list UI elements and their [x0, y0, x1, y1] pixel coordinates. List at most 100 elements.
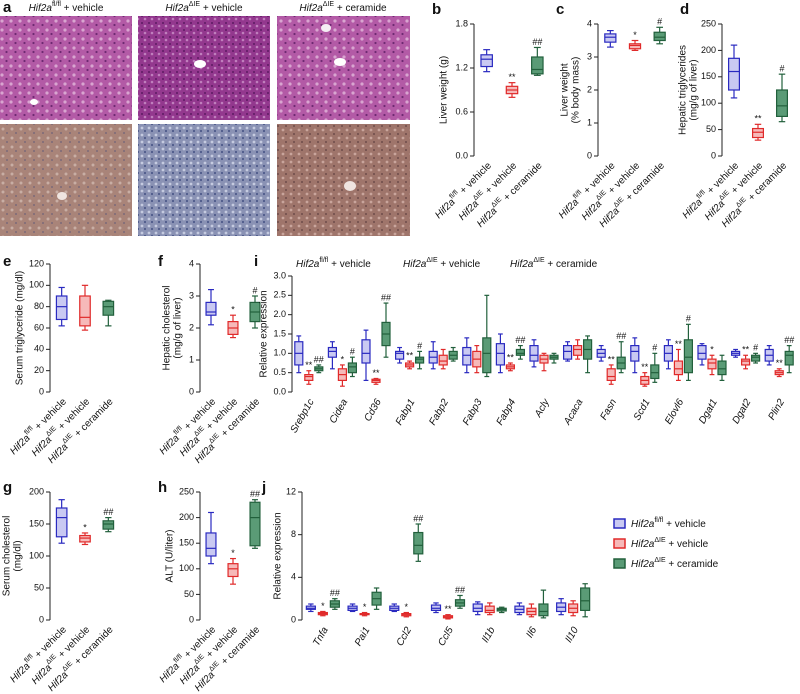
- group-name: Hif2aΔIE + ceramide: [631, 557, 719, 569]
- name-part: Hif2a: [165, 3, 189, 14]
- significance: ##: [413, 513, 423, 523]
- box: [484, 605, 495, 614]
- name-part: Hif2a: [296, 259, 320, 270]
- significance: *: [321, 601, 325, 611]
- y-tick-label: 120: [29, 258, 44, 268]
- y-tick-label: 250: [701, 18, 716, 28]
- name-part: ΔIE: [426, 257, 438, 264]
- significance: #: [657, 17, 662, 27]
- name-part: fl/fl: [696, 189, 708, 201]
- y-tick-label: 1.8: [455, 18, 468, 28]
- name-part: Hif2a: [631, 519, 655, 530]
- significance: *: [633, 30, 637, 40]
- y-tick-label: 2: [189, 322, 194, 332]
- x-tick-label: Fabp1: [394, 397, 418, 427]
- y-tick-label: 0: [291, 614, 296, 624]
- micrograph: [138, 16, 270, 120]
- box: [462, 346, 472, 366]
- panel-label: h: [158, 479, 167, 496]
- box: [304, 374, 314, 382]
- micrograph: [0, 16, 132, 120]
- x-tick-label: Ccl5: [436, 625, 456, 648]
- box: [55, 507, 68, 538]
- name-part: Hif2a: [403, 259, 427, 270]
- significance: ##: [103, 507, 113, 517]
- name-part: + ceramide: [666, 559, 719, 570]
- x-tick-label: Scd1: [632, 397, 653, 422]
- box: [751, 127, 764, 139]
- box: [205, 532, 217, 557]
- significance: **: [444, 604, 452, 614]
- y-tick-label: 3.0: [273, 270, 286, 280]
- name-part: + ceramide: [545, 259, 598, 270]
- panel-label: i: [254, 253, 258, 270]
- y-axis-label: Relative expression: [273, 512, 284, 599]
- name-part: fl/fl: [24, 653, 36, 665]
- significance: #: [350, 347, 355, 357]
- x-tick-label: Cidea: [328, 397, 351, 426]
- box: [529, 345, 539, 362]
- name-part: ΔIE: [533, 257, 545, 264]
- y-axis-label: Hepatic triglycerides: [678, 45, 689, 135]
- box: [740, 358, 751, 366]
- x-tick-label: Tnfa: [311, 625, 331, 648]
- significance: **: [675, 339, 683, 349]
- y-tick-label: 150: [179, 538, 194, 548]
- y-tick-label: 40: [34, 344, 44, 354]
- box: [572, 345, 583, 356]
- box: [227, 563, 239, 578]
- box: [413, 531, 424, 555]
- x-tick-label: Elovl6: [663, 397, 686, 426]
- box: [102, 300, 115, 316]
- name-part: ΔIE: [323, 1, 335, 8]
- y-axis-label: ALT (U/liter): [165, 530, 176, 583]
- box: [717, 360, 727, 376]
- box: [750, 354, 761, 362]
- box: [707, 358, 717, 370]
- y-axis-label: Serum cholesterol: [2, 516, 13, 597]
- y-tick-label: 0: [39, 614, 44, 624]
- y-axis-label: (mg/g of liver): [689, 59, 700, 120]
- y-tick-label: 20: [34, 365, 44, 375]
- y-tick-label: 4: [587, 18, 592, 28]
- significance: ##: [314, 354, 324, 364]
- y-tick-label: 0.0: [455, 150, 468, 160]
- y-tick-label: 200: [179, 512, 194, 522]
- group-name: Hif2aΔIE + vehicle: [403, 257, 481, 269]
- x-tick-label: Il10: [563, 625, 581, 645]
- micrographs: [0, 16, 410, 236]
- y-tick-label: 2.5: [273, 290, 286, 300]
- name-part: ΔIE: [654, 557, 666, 564]
- y-tick-label: 4: [189, 258, 194, 268]
- y-tick-label: 0.5: [273, 367, 286, 377]
- y-axis-label: Serum triglyceride (mg/dl): [15, 271, 26, 385]
- significance: *: [363, 602, 367, 612]
- panel-label: c: [556, 1, 564, 18]
- y-tick-label: 0.6: [455, 106, 468, 116]
- legend-swatch: [613, 518, 626, 529]
- box: [775, 89, 788, 117]
- legend-swatch: [613, 558, 626, 569]
- name-part: + vehicle: [663, 519, 706, 530]
- y-tick-label: 150: [29, 518, 44, 528]
- y-tick-label: 200: [701, 45, 716, 55]
- box: [395, 350, 405, 360]
- panel-label: a: [3, 0, 12, 16]
- significance: #: [779, 64, 784, 74]
- x-tick-label: Fabp3: [461, 397, 485, 427]
- box: [482, 337, 492, 374]
- x-tick-label: Il6: [525, 625, 540, 640]
- panel-label: b: [432, 1, 441, 18]
- significance: *: [710, 345, 714, 355]
- y-tick-label: 2.0: [273, 309, 286, 319]
- micrograph: [138, 124, 270, 236]
- box: [102, 520, 115, 530]
- x-tick-label: Fabp2: [427, 397, 451, 427]
- vessel: [194, 60, 206, 68]
- significance: **: [305, 360, 313, 370]
- x-tick-label: Fasn: [598, 397, 619, 422]
- y-axis-label: (mg/dl): [13, 540, 24, 571]
- significance: ##: [250, 489, 260, 499]
- panel-label: j: [261, 479, 266, 496]
